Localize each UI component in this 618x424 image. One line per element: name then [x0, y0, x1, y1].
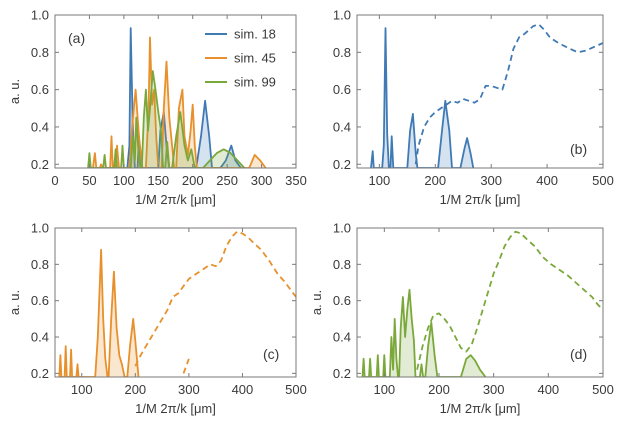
y-tick-label: 0.4 [31, 119, 49, 134]
x-tick-label: 300 [178, 382, 200, 397]
series-line-sim-45 [92, 36, 267, 168]
y-tick-label: 1.0 [31, 221, 49, 236]
series-line-orange-solid-0 [58, 248, 140, 377]
plot-frame [54, 14, 297, 169]
y-tick-label: 1.0 [333, 8, 351, 23]
legend-label: sim. 18 [234, 27, 276, 42]
x-tick-label: 100 [113, 173, 135, 188]
panel-label: (a) [68, 30, 85, 46]
x-tick-label: 350 [285, 173, 307, 188]
series-group [370, 23, 603, 168]
series-group [361, 230, 603, 377]
x-tick-label: 200 [124, 382, 146, 397]
x-tick-label: 400 [536, 173, 558, 188]
x-axis-label: 1/M 2π/k [μm] [135, 192, 216, 207]
y-tick-label: 1.0 [31, 8, 49, 23]
y-tick-label: 0.2 [333, 366, 351, 381]
x-tick-label: 250 [216, 173, 238, 188]
x-axis-label: 1/M 2π/k [μm] [440, 192, 521, 207]
panel-label: (d) [570, 346, 587, 362]
panel-a: 0 50 100 150 200 250 300 350 0.2 0.4 0.6 0.8 1.0 1/M … [7, 8, 307, 208]
x-tick-label: 100 [71, 382, 93, 397]
y-tick-label: 0.4 [31, 330, 49, 345]
y-tick-label: 0.8 [31, 257, 49, 272]
plot-frame [54, 227, 297, 378]
panel-c: 100 200 300 400 500 0.2 0.4 0.6 0.8 1.0 1/M 2π/k [… [7, 221, 307, 417]
series-fill-green-0 [362, 289, 486, 377]
x-tick-label: 300 [480, 173, 502, 188]
x-tick-label: 500 [285, 382, 307, 397]
y-tick-label: 0.2 [31, 157, 49, 172]
x-tick-label: 0 [51, 173, 58, 188]
y-tick-label: 0.8 [333, 257, 351, 272]
y-tick-label: 0.2 [333, 157, 351, 172]
y-tick-label: 0.8 [333, 45, 351, 60]
x-tick-label: 200 [424, 173, 446, 188]
x-tick-label: 400 [537, 382, 559, 397]
x-tick-label: 100 [369, 173, 391, 188]
x-tick-label: 200 [182, 173, 204, 188]
x-tick-label: 50 [82, 173, 96, 188]
x-tick-label: 150 [147, 173, 169, 188]
series-group [87, 27, 267, 168]
legend-label: sim. 45 [234, 51, 276, 66]
series-line-orange-dashed-2 [182, 358, 190, 374]
panel-d: 100 200 300 400 500 0.2 0.4 0.6 0.8 1.0 1/M 2π/k [… [309, 221, 614, 417]
y-axis-label: a. u. [309, 290, 324, 315]
x-axis-label: 1/M 2π/k [μm] [440, 401, 521, 416]
series-fill-sim-99 [88, 71, 245, 168]
x-tick-label: 400 [232, 382, 254, 397]
legend-label: sim. 99 [234, 75, 276, 90]
legend: sim. 18 sim. 45 sim. 99 [205, 27, 276, 90]
series-fill-blue-0 [371, 28, 474, 168]
x-tick-label: 500 [592, 382, 614, 397]
series-line-green-dashed-1 [416, 230, 603, 370]
y-tick-label: 0.6 [333, 82, 351, 97]
x-tick-label: 500 [592, 173, 614, 188]
series-line-sim-99 [87, 70, 246, 168]
panel-b: 100 200 300 400 500 0.2 0.4 0.6 0.8 1.0 1/M 2π/k [… [333, 8, 614, 208]
y-tick-label: 0.6 [31, 293, 49, 308]
plot-frame [356, 227, 604, 378]
series-line-green-solid-0 [361, 288, 487, 377]
y-axis-label: a. u. [7, 290, 22, 315]
series-line-blue-solid-0 [370, 27, 475, 168]
x-axis-label: 1/M 2π/k [μm] [135, 401, 216, 416]
y-tick-label: 0.8 [31, 45, 49, 60]
x-tick-label: 300 [251, 173, 273, 188]
x-tick-label: 200 [428, 382, 450, 397]
y-tick-label: 0.4 [333, 119, 351, 134]
series-line-blue-dashed-1 [414, 23, 603, 165]
series-group [58, 230, 296, 377]
y-tick-label: 1.0 [333, 221, 351, 236]
series-line-orange-dashed-1 [134, 230, 296, 367]
y-tick-label: 0.6 [31, 82, 49, 97]
x-tick-label: 100 [373, 382, 395, 397]
y-axis-label: a. u. [7, 79, 22, 104]
panel-label: (c) [263, 346, 279, 362]
y-tick-label: 0.6 [333, 293, 351, 308]
plot-frame [356, 14, 604, 169]
panel-label: (b) [570, 141, 587, 157]
y-tick-label: 0.2 [31, 366, 49, 381]
x-tick-label: 300 [483, 382, 505, 397]
y-tick-label: 0.4 [333, 330, 351, 345]
